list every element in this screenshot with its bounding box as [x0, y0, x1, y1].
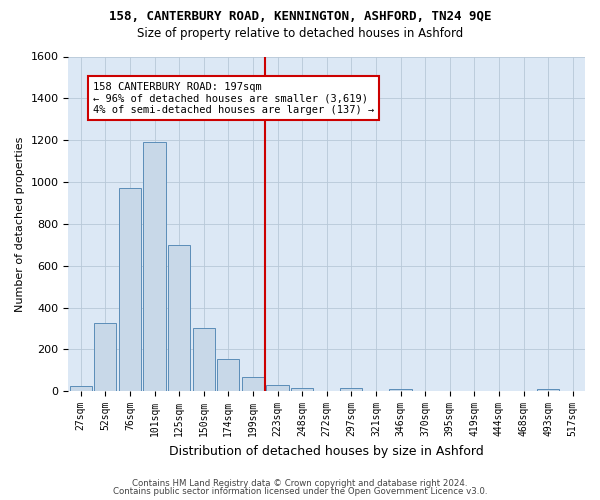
Bar — [389, 388, 412, 391]
Text: 158 CANTERBURY ROAD: 197sqm
← 96% of detached houses are smaller (3,619)
4% of s: 158 CANTERBURY ROAD: 197sqm ← 96% of det… — [93, 82, 374, 115]
Y-axis label: Number of detached properties: Number of detached properties — [15, 136, 25, 312]
X-axis label: Distribution of detached houses by size in Ashford: Distribution of detached houses by size … — [169, 444, 484, 458]
Bar — [340, 388, 362, 391]
Text: Contains HM Land Registry data © Crown copyright and database right 2024.: Contains HM Land Registry data © Crown c… — [132, 478, 468, 488]
Text: 158, CANTERBURY ROAD, KENNINGTON, ASHFORD, TN24 9QE: 158, CANTERBURY ROAD, KENNINGTON, ASHFOR… — [109, 10, 491, 23]
Bar — [143, 142, 166, 391]
Text: Contains public sector information licensed under the Open Government Licence v3: Contains public sector information licen… — [113, 487, 487, 496]
Bar — [242, 376, 264, 391]
Bar — [119, 188, 141, 391]
Bar — [537, 388, 559, 391]
Bar — [94, 323, 116, 391]
Bar — [266, 385, 289, 391]
Bar — [70, 386, 92, 391]
Bar — [193, 328, 215, 391]
Bar — [168, 245, 190, 391]
Bar — [291, 388, 313, 391]
Text: Size of property relative to detached houses in Ashford: Size of property relative to detached ho… — [137, 28, 463, 40]
Bar — [217, 359, 239, 391]
